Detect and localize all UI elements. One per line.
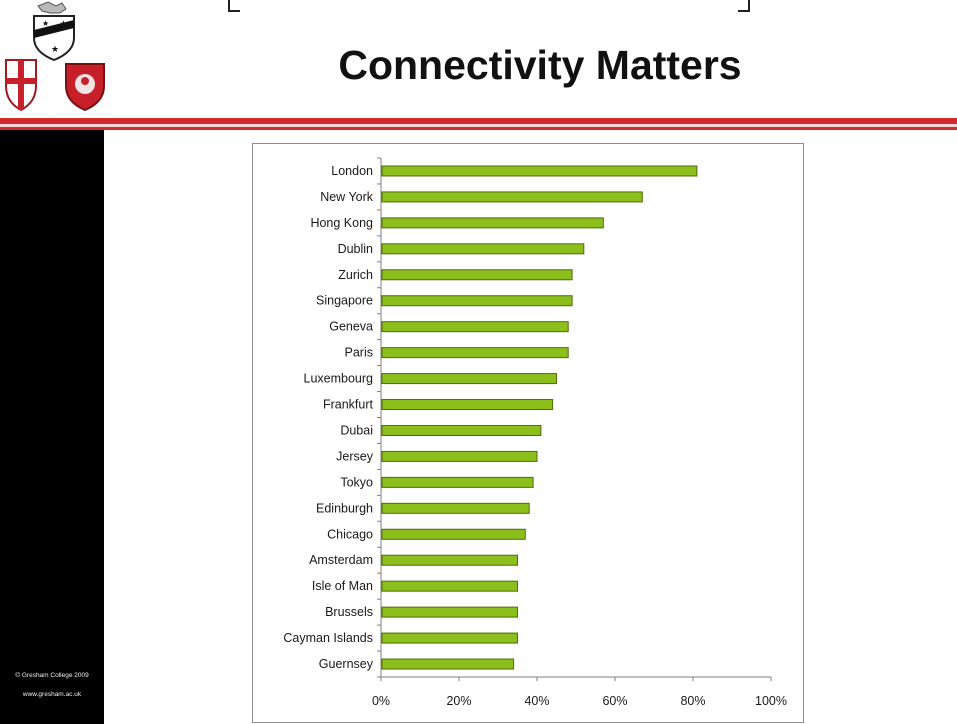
- bar-isle-of-man: [381, 580, 518, 592]
- footer-copyright: © Gresham College 2009: [15, 672, 89, 680]
- x-tick-label: 100%: [755, 694, 787, 708]
- header-red-stripe-thin: [0, 127, 957, 130]
- category-label: Tokyo: [340, 475, 373, 489]
- top-left-bracket: [228, 0, 240, 12]
- category-label: Jersey: [336, 449, 374, 463]
- footer-url: www.gresham.ac.uk: [22, 691, 82, 699]
- category-label: Brussels: [325, 605, 373, 619]
- bar-frankfurt: [381, 399, 554, 411]
- top-right-bracket: [738, 0, 750, 12]
- bar-luxembourg: [381, 373, 557, 385]
- category-label: Geneva: [329, 320, 373, 334]
- x-tick-label: 40%: [524, 694, 549, 708]
- bar-chart: London New York Hong Kong Dublin Zurich Singa…: [283, 157, 787, 708]
- category-label: Frankfurt: [323, 398, 374, 412]
- gresham-college-crest-logo: ★ ★ ★: [0, 0, 116, 120]
- bar-guernsey: [381, 658, 515, 670]
- x-tick-label: 0%: [372, 694, 390, 708]
- bar-london: [381, 165, 698, 177]
- bar-edinburgh: [381, 502, 530, 514]
- category-label: Dubai: [340, 423, 373, 437]
- bar-chicago: [381, 528, 526, 540]
- svg-text:★: ★: [51, 45, 59, 55]
- left-sidebar: © Gresham College 2009 www.gresham.ac.uk: [0, 130, 104, 724]
- slide-title: Connectivity Matters: [338, 42, 742, 88]
- bar-tokyo: [381, 476, 534, 488]
- category-label: Paris: [345, 346, 373, 360]
- category-label: Singapore: [316, 294, 373, 308]
- bar-dubai: [381, 424, 542, 436]
- chart-frame: London New York Hong Kong Dublin Zurich Singa…: [252, 143, 804, 723]
- category-label: Isle of Man: [312, 579, 373, 593]
- bar-zurich: [381, 269, 573, 281]
- header-red-stripe: [0, 118, 957, 124]
- svg-text:★: ★: [60, 19, 67, 28]
- category-label: Guernsey: [319, 657, 374, 671]
- category-label: New York: [320, 190, 374, 204]
- category-label: Amsterdam: [309, 553, 373, 567]
- bar-new-york: [381, 191, 643, 203]
- x-tick-label: 80%: [680, 694, 705, 708]
- category-label: Zurich: [338, 268, 373, 282]
- category-label: Cayman Islands: [283, 631, 373, 645]
- bar-geneva: [381, 321, 569, 333]
- bar-hong-kong: [381, 217, 604, 229]
- bar-amsterdam: [381, 554, 518, 566]
- x-tick-label: 60%: [602, 694, 627, 708]
- category-label: Hong Kong: [310, 216, 373, 230]
- bar-singapore: [381, 295, 573, 307]
- svg-text:★: ★: [42, 19, 49, 28]
- header-stripe-gap: [0, 124, 957, 127]
- category-label: Dublin: [338, 242, 373, 256]
- x-tick-label: 20%: [446, 694, 471, 708]
- category-label: Edinburgh: [316, 501, 373, 515]
- category-label: Chicago: [327, 527, 373, 541]
- category-label: London: [331, 164, 373, 178]
- bar-jersey: [381, 450, 538, 462]
- category-label: Luxembourg: [304, 372, 374, 386]
- sidebar-footer: © Gresham College 2009 www.gresham.ac.uk: [0, 672, 104, 700]
- bar-dublin: [381, 243, 585, 255]
- bar-paris: [381, 347, 569, 359]
- bar-cayman-islands: [381, 632, 518, 644]
- bar-brussels: [381, 606, 518, 618]
